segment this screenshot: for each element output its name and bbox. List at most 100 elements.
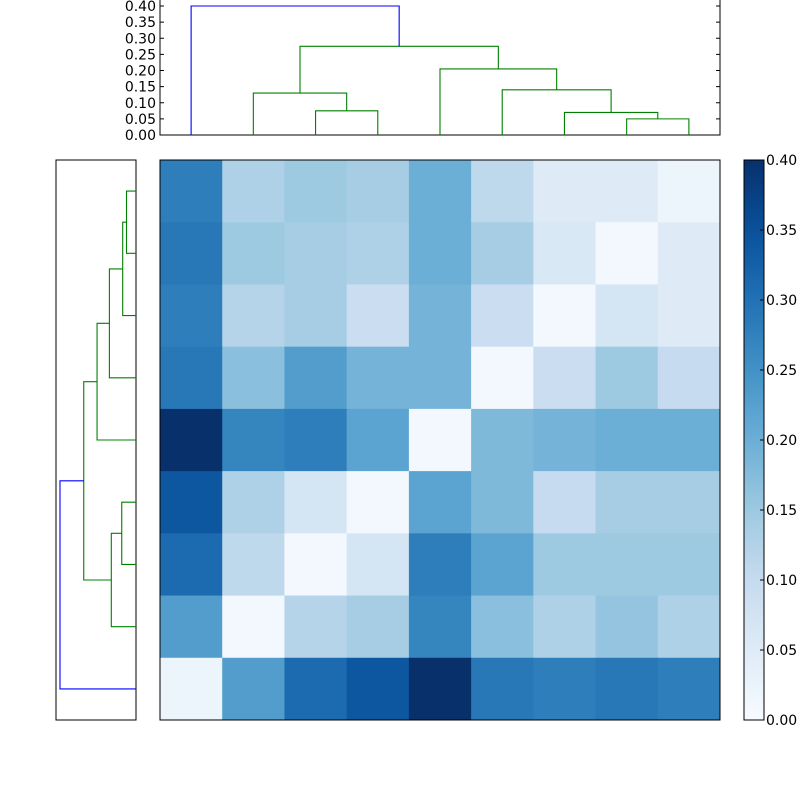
colorbar-tick-label: 0.40 (766, 153, 797, 169)
top-dendrogram-link (563, 111, 659, 135)
heatmap-cell (222, 533, 285, 597)
heatmap-cell (346, 222, 410, 285)
heatmap-cell (346, 595, 410, 659)
colorbar-tick-label: 0.35 (766, 223, 797, 239)
heatmap-cell (657, 346, 721, 410)
heatmap-cell (408, 471, 472, 534)
heatmap-cell (657, 533, 721, 597)
heatmap-cell (657, 160, 721, 223)
colorbar-tick-label: 0.25 (766, 363, 797, 379)
heatmap-cell (284, 408, 348, 472)
heatmap (159, 159, 721, 721)
heatmap-cell (222, 595, 285, 659)
heatmap-cell (595, 346, 659, 410)
top-dendrogram-ytick-label: 0.30 (125, 31, 156, 47)
left-dendrogram-link (96, 322, 136, 441)
heatmap-cell (533, 408, 597, 472)
heatmap-cell (160, 471, 223, 534)
left-dendrogram-link (110, 532, 136, 628)
heatmap-cell (533, 595, 597, 659)
heatmap-cell (346, 657, 410, 721)
left-dendrogram (55, 159, 137, 721)
heatmap-cell (471, 284, 534, 348)
top-dendrogram-ytick-label: 0.10 (125, 96, 156, 112)
top-dendrogram-ytick-label: 0.35 (125, 15, 156, 31)
heatmap-cell (346, 533, 410, 597)
heatmap-cell (284, 471, 348, 534)
heatmap-cell (533, 160, 597, 223)
colorbar-tick-label: 0.15 (766, 503, 797, 519)
top-dendrogram-ytick-label: 0.20 (125, 64, 156, 80)
heatmap-cell (160, 222, 223, 285)
heatmap-cell (471, 222, 534, 285)
top-dendrogram-link (315, 110, 379, 135)
heatmap-cell (346, 346, 410, 410)
heatmap-frame (159, 159, 721, 721)
heatmap-cell (160, 346, 223, 410)
top-dendrogram-ytick-label: 0.00 (125, 128, 156, 144)
top-dendrogram-link (626, 118, 690, 135)
heatmap-cell (346, 160, 410, 223)
top-dendrogram-link (252, 92, 348, 135)
heatmap-cell (408, 222, 472, 285)
heatmap-cell (595, 284, 659, 348)
heatmap-cell (160, 595, 223, 659)
heatmap-cell (595, 471, 659, 534)
heatmap-cell (160, 657, 223, 721)
heatmap-cell (284, 346, 348, 410)
heatmap-cell (408, 595, 472, 659)
left-dendrogram-link (59, 480, 136, 690)
heatmap-cell (408, 284, 472, 348)
heatmap-cell (657, 222, 721, 285)
heatmap-cell (284, 284, 348, 348)
heatmap-cell (160, 408, 223, 472)
heatmap-cell (657, 595, 721, 659)
colorbar-tick-label: 0.05 (766, 643, 797, 659)
heatmap-cell (533, 284, 597, 348)
heatmap-cell (657, 284, 721, 348)
heatmap-cell (657, 408, 721, 472)
heatmap-cell (284, 657, 348, 721)
heatmap-cell (533, 657, 597, 721)
colorbar: 0.00 0.05 0.10 0.15 0.20 0.25 0.30 0.35 0.40 (743, 153, 797, 729)
heatmap-cell (471, 160, 534, 223)
heatmap-cell (533, 533, 597, 597)
heatmap-cell (471, 657, 534, 721)
heatmap-cell (284, 533, 348, 597)
heatmap-cell (471, 408, 534, 472)
top-dendrogram-link (190, 5, 400, 135)
heatmap-cell (408, 160, 472, 223)
heatmap-cell (284, 595, 348, 659)
heatmap-cell (595, 595, 659, 659)
heatmap-cell (471, 471, 534, 534)
heatmap-cell (408, 533, 472, 597)
top-dendrogram-ytick-label: 0.40 (125, 0, 156, 15)
heatmap-cell (595, 408, 659, 472)
top-dendrogram: 0.000.050.100.150.200.250.300.350.40 (125, 0, 721, 144)
top-dendrogram-link (299, 45, 499, 94)
heatmap-cell (657, 657, 721, 721)
heatmap-cell (595, 533, 659, 597)
colorbar-tick-label: 0.10 (766, 573, 797, 589)
heatmap-cell (408, 408, 472, 472)
heatmap-cell (160, 160, 223, 223)
heatmap-cell (471, 346, 534, 410)
top-dendrogram-ytick-label: 0.25 (125, 47, 156, 63)
heatmap-cell (595, 160, 659, 223)
left-dendrogram-link (121, 501, 136, 565)
heatmap-cell (222, 657, 285, 721)
heatmap-cell (222, 346, 285, 410)
colorbar-tick-label: 0.00 (766, 713, 797, 729)
heatmap-cell (222, 471, 285, 534)
heatmap-cell (595, 657, 659, 721)
heatmap-cell (533, 346, 597, 410)
heatmap-cell (408, 346, 472, 410)
heatmap-cell (533, 222, 597, 285)
heatmap-cell (533, 471, 597, 534)
heatmap-cell (284, 222, 348, 285)
heatmap-cell (222, 408, 285, 472)
colorbar-tick-label: 0.30 (766, 293, 797, 309)
heatmap-cell (160, 284, 223, 348)
heatmap-cell (471, 595, 534, 659)
